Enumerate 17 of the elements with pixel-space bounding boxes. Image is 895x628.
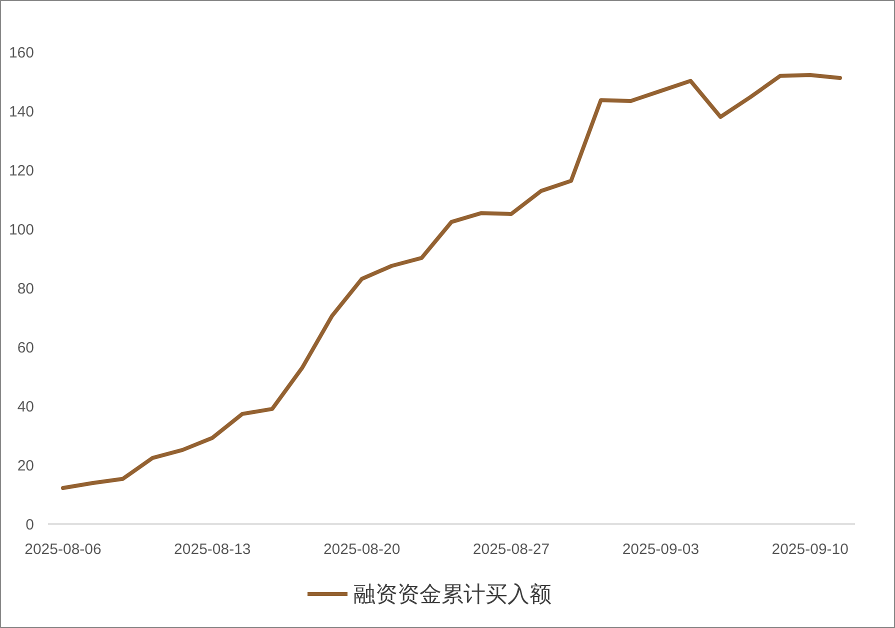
y-tick-label: 160 bbox=[8, 44, 34, 62]
y-tick-label: 100 bbox=[8, 221, 34, 238]
line-series bbox=[61, 73, 842, 490]
x-tick-label: 2025-08-20 bbox=[323, 541, 400, 558]
y-tick-label: 140 bbox=[8, 103, 34, 120]
y-tick-label: 40 bbox=[17, 398, 34, 416]
y-tick-label: 20 bbox=[17, 457, 34, 474]
legend-label: 融资资金累计买入额 bbox=[354, 582, 552, 608]
y-tick-label: 60 bbox=[17, 339, 34, 356]
y-tick-label: 120 bbox=[8, 162, 34, 180]
x-tick-label: 2025-08-13 bbox=[174, 541, 251, 558]
x-tick-label: 2025-08-27 bbox=[472, 541, 550, 558]
x-tick-label: 2025-09-10 bbox=[772, 541, 848, 558]
y-tick-label: 0 bbox=[26, 516, 34, 534]
y-tick-label: 80 bbox=[17, 280, 34, 298]
x-tick-label: 2025-09-03 bbox=[622, 541, 700, 558]
x-tick-label: 2025-08-06 bbox=[24, 541, 102, 558]
